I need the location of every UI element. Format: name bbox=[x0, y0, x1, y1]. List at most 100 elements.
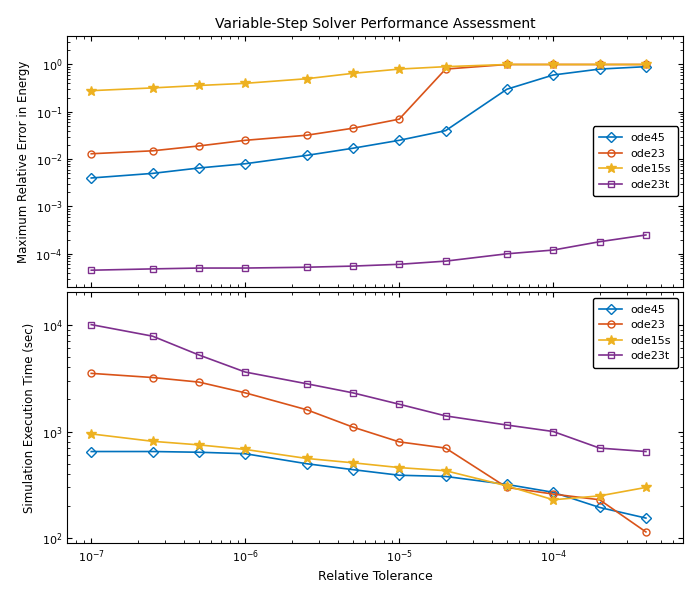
ode23t bbox=[395, 260, 403, 268]
ode23 bbox=[596, 61, 604, 68]
Line: ode15s: ode15s bbox=[86, 429, 651, 505]
ode15s bbox=[148, 85, 157, 92]
ode23t bbox=[195, 352, 203, 359]
ode23 bbox=[549, 490, 557, 497]
ode45 bbox=[241, 160, 249, 167]
ode45 bbox=[442, 127, 450, 134]
Legend: ode45, ode23, ode15s, ode23t: ode45, ode23, ode15s, ode23t bbox=[593, 127, 678, 196]
ode15s bbox=[349, 70, 357, 77]
ode23 bbox=[148, 147, 157, 154]
ode23t bbox=[87, 266, 95, 274]
ode45 bbox=[241, 450, 249, 457]
ode45 bbox=[302, 152, 311, 159]
ode15s bbox=[195, 441, 203, 448]
Title: Variable-Step Solver Performance Assessment: Variable-Step Solver Performance Assessm… bbox=[215, 17, 536, 31]
ode15s bbox=[395, 65, 403, 73]
ode23 bbox=[503, 61, 511, 68]
ode23 bbox=[442, 65, 450, 73]
ode23 bbox=[302, 131, 311, 139]
ode23 bbox=[241, 389, 249, 397]
ode23 bbox=[241, 137, 249, 144]
ode23t bbox=[442, 412, 450, 419]
Line: ode23: ode23 bbox=[88, 370, 650, 535]
ode15s bbox=[642, 484, 650, 491]
Line: ode23t: ode23t bbox=[88, 232, 650, 274]
ode15s bbox=[195, 82, 203, 89]
Line: ode23t: ode23t bbox=[88, 321, 650, 455]
Line: ode23: ode23 bbox=[88, 61, 650, 157]
ode45 bbox=[349, 466, 357, 473]
ode45 bbox=[503, 481, 511, 488]
ode45 bbox=[195, 164, 203, 172]
ode15s bbox=[148, 438, 157, 445]
ode45 bbox=[549, 71, 557, 79]
ode45 bbox=[195, 449, 203, 456]
ode23t bbox=[195, 265, 203, 272]
ode45 bbox=[596, 504, 604, 511]
ode23 bbox=[642, 529, 650, 536]
ode15s bbox=[87, 430, 95, 437]
ode45 bbox=[395, 137, 403, 144]
ode23t bbox=[596, 238, 604, 245]
ode15s bbox=[349, 459, 357, 466]
ode23t bbox=[349, 389, 357, 397]
ode45 bbox=[395, 472, 403, 479]
ode45 bbox=[642, 63, 650, 70]
ode23t bbox=[395, 401, 403, 408]
ode15s bbox=[302, 455, 311, 462]
ode23t bbox=[241, 368, 249, 376]
ode15s bbox=[549, 496, 557, 503]
Y-axis label: Simulation Execution Time (sec): Simulation Execution Time (sec) bbox=[23, 323, 36, 513]
ode15s bbox=[442, 63, 450, 70]
ode23 bbox=[549, 61, 557, 68]
ode45 bbox=[148, 448, 157, 455]
ode23 bbox=[195, 142, 203, 149]
Line: ode15s: ode15s bbox=[86, 59, 651, 95]
ode45 bbox=[642, 514, 650, 521]
Legend: ode45, ode23, ode15s, ode23t: ode45, ode23, ode15s, ode23t bbox=[593, 298, 678, 368]
ode15s bbox=[549, 61, 557, 68]
ode23 bbox=[395, 438, 403, 445]
ode45 bbox=[349, 145, 357, 152]
ode23t bbox=[549, 428, 557, 435]
ode23t bbox=[642, 448, 650, 455]
ode23t bbox=[442, 257, 450, 265]
ode15s bbox=[442, 467, 450, 475]
ode45 bbox=[549, 489, 557, 496]
ode15s bbox=[395, 464, 403, 471]
ode23t bbox=[302, 380, 311, 388]
ode23t bbox=[148, 265, 157, 272]
ode23 bbox=[87, 370, 95, 377]
ode23 bbox=[349, 424, 357, 431]
ode23t bbox=[549, 247, 557, 254]
ode15s bbox=[503, 61, 511, 68]
ode45 bbox=[87, 448, 95, 455]
ode45 bbox=[442, 473, 450, 480]
ode45 bbox=[503, 86, 511, 93]
ode15s bbox=[596, 61, 604, 68]
ode45 bbox=[302, 460, 311, 467]
ode23 bbox=[503, 484, 511, 491]
ode23t bbox=[596, 445, 604, 452]
ode23t bbox=[503, 421, 511, 428]
ode23 bbox=[302, 406, 311, 413]
ode23 bbox=[87, 150, 95, 157]
ode45 bbox=[148, 170, 157, 177]
ode15s bbox=[642, 61, 650, 68]
ode23 bbox=[349, 125, 357, 132]
ode23 bbox=[596, 496, 604, 503]
ode15s bbox=[302, 75, 311, 82]
ode15s bbox=[241, 446, 249, 453]
ode23 bbox=[442, 445, 450, 452]
ode15s bbox=[241, 80, 249, 87]
ode23t bbox=[302, 263, 311, 271]
X-axis label: Relative Tolerance: Relative Tolerance bbox=[318, 571, 433, 583]
ode15s bbox=[87, 87, 95, 94]
Line: ode45: ode45 bbox=[88, 448, 650, 521]
ode23t bbox=[642, 232, 650, 239]
Y-axis label: Maximum Relative Error in Energy: Maximum Relative Error in Energy bbox=[17, 60, 29, 263]
ode23 bbox=[148, 374, 157, 381]
ode45 bbox=[596, 65, 604, 73]
ode23 bbox=[642, 61, 650, 68]
ode23t bbox=[148, 332, 157, 340]
